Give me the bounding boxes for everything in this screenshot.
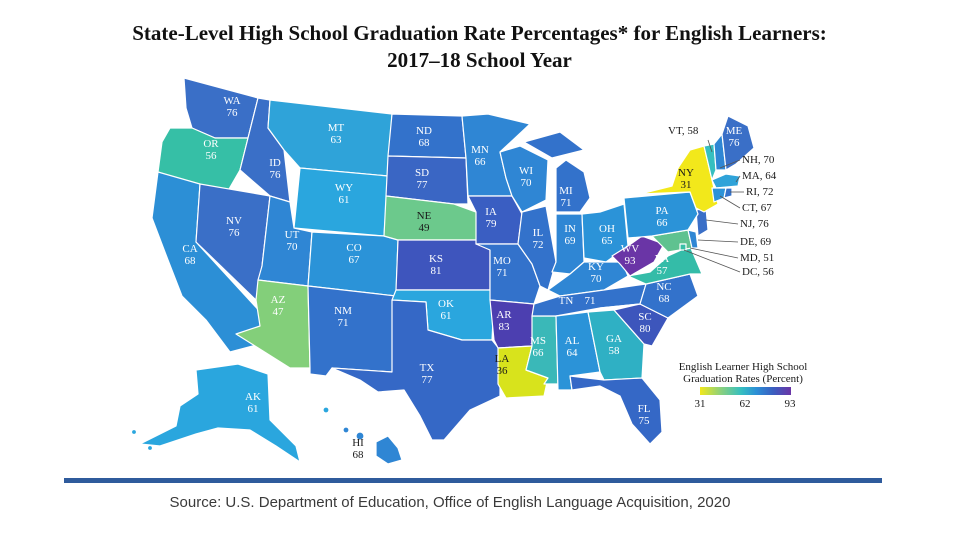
- legend-mid: 62: [740, 398, 751, 410]
- label-wv: WV 93: [621, 243, 639, 267]
- label-mi: MI 71: [559, 185, 573, 209]
- legend-color-bar: [700, 387, 791, 395]
- state-hi: [375, 435, 403, 465]
- color-legend: English Learner High School Graduation R…: [679, 361, 808, 410]
- label-al: AL 64: [565, 335, 580, 359]
- label-ak: AK 61: [245, 391, 261, 415]
- state-ak-island: [146, 444, 154, 452]
- state-ak: [139, 363, 301, 463]
- label-fl: FL 75: [638, 403, 651, 427]
- callout-dc: DC, 56: [742, 266, 774, 278]
- callout-vt: VT, 58: [668, 125, 699, 137]
- callout-md: MD, 51: [740, 252, 774, 264]
- callout-ct: CT, 67: [742, 202, 772, 214]
- state-labels: WA 76 OR 56 CA 68 NV 76 ID 76 MT 63 WY 61 UT 70 …: [182, 95, 742, 461]
- legend-title-line-1: English Learner High School: [679, 361, 808, 373]
- state-nm: [307, 285, 397, 377]
- callout-nh: NH, 70: [742, 154, 775, 166]
- state-mi-upper: [523, 131, 585, 159]
- state-ak-island: [130, 428, 138, 436]
- label-hi: HI 68: [352, 437, 364, 461]
- label-nv: NV 76: [226, 215, 242, 239]
- label-la: LA 36: [495, 353, 510, 377]
- label-mo: MO 71: [493, 255, 511, 279]
- state-me: [721, 115, 755, 171]
- label-pa: PA 66: [655, 205, 668, 229]
- state-dc: [679, 243, 687, 251]
- state-hi-island: [342, 426, 350, 434]
- state-mi-lower: [555, 159, 591, 213]
- states-layer: [130, 77, 755, 465]
- map-title: State-Level High School Graduation Rate …: [0, 20, 959, 74]
- label-sd: SD 77: [415, 167, 429, 191]
- label-ga: GA 58: [606, 333, 622, 357]
- label-in: IN 69: [564, 223, 576, 247]
- state-wi: [499, 145, 549, 213]
- title-line-1: State-Level High School Graduation Rate …: [132, 21, 827, 45]
- label-oh: OH 65: [599, 223, 615, 247]
- label-ut: UT 70: [285, 229, 300, 253]
- label-ok: OK 61: [438, 298, 454, 322]
- small-state-callouts: VT, 58 NH, 70 MA, 64 RI, 72 CT, 67 NJ, 7…: [668, 125, 777, 278]
- label-ms: MS 66: [530, 335, 546, 359]
- label-nc: NC 68: [656, 281, 671, 305]
- state-ks: [395, 239, 491, 291]
- legend-min: 31: [695, 398, 706, 410]
- label-ks: KS 81: [429, 253, 443, 277]
- label-ne: NE 49: [417, 210, 432, 234]
- state-sd: [385, 155, 469, 205]
- label-ca: CA 68: [182, 243, 197, 267]
- label-co: CO 67: [346, 242, 361, 266]
- legend-title-line-2: Graduation Rates (Percent): [683, 373, 803, 385]
- label-mt: MT 63: [328, 122, 345, 146]
- state-wv: [611, 235, 665, 277]
- label-va: VA 57: [655, 253, 670, 277]
- state-il: [517, 205, 557, 291]
- label-ia: IA 79: [485, 206, 497, 230]
- label-sc: SC 80: [638, 311, 651, 335]
- label-il: IL 72: [533, 227, 544, 251]
- label-tn: TN 71: [559, 295, 596, 307]
- source-note: Source: U.S. Department of Education, Of…: [169, 494, 731, 511]
- divider-rule: [64, 478, 882, 483]
- callout-leaders: [683, 139, 744, 273]
- state-nc: [599, 273, 699, 319]
- state-ct: [711, 187, 727, 203]
- state-de: [687, 229, 699, 249]
- legend-max: 93: [785, 398, 797, 410]
- label-me: ME 76: [726, 125, 743, 149]
- label-wi: WI 70: [519, 165, 533, 189]
- label-ny: NY 31: [678, 167, 694, 191]
- state-hi-island: [355, 431, 365, 441]
- label-nd: ND 68: [416, 125, 432, 149]
- label-tx: TX 77: [420, 362, 435, 386]
- state-ri: [723, 187, 733, 199]
- state-ak-island: [322, 406, 330, 414]
- callout-ri: RI, 72: [746, 186, 774, 198]
- label-wy: WY 61: [335, 182, 353, 206]
- label-az: AZ 47: [271, 294, 286, 318]
- state-va: [627, 245, 703, 285]
- callout-ma: MA, 64: [742, 170, 777, 182]
- state-fl: [569, 375, 663, 445]
- callout-de: DE, 69: [740, 236, 772, 248]
- callout-nj: NJ, 76: [740, 218, 769, 230]
- label-mn: MN 66: [471, 144, 489, 168]
- label-ky: KY 70: [588, 261, 604, 285]
- title-line-2: 2017–18 School Year: [387, 48, 572, 72]
- label-ar: AR 83: [496, 309, 512, 333]
- label-id: ID 76: [269, 157, 281, 181]
- state-tx: [331, 299, 501, 441]
- label-wa: WA 76: [223, 95, 240, 119]
- label-nm: NM 71: [334, 305, 352, 329]
- label-or: OR 56: [203, 138, 219, 162]
- state-ma: [711, 173, 741, 189]
- state-ar: [489, 299, 535, 349]
